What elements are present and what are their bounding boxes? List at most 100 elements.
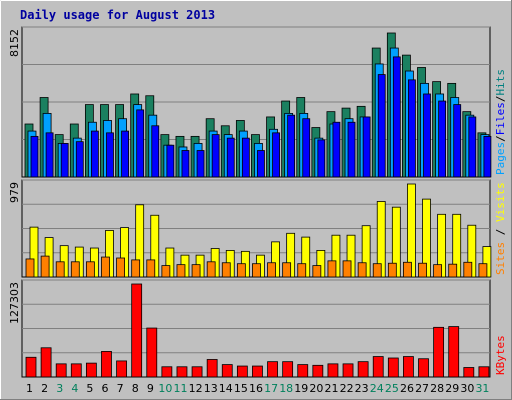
axis-max-label-kbytes: 127303: [8, 282, 21, 324]
legend-entry: Visits: [494, 182, 507, 222]
x-tick-day-16: 16: [249, 382, 263, 395]
bar-kbytes-day-13: [206, 359, 218, 378]
bar-pages-day-24: [377, 74, 386, 178]
bar-kbytes-day-22: [342, 363, 354, 378]
x-tick-day-2: 2: [41, 382, 48, 395]
axis-max-label-visits-sites: 979: [8, 182, 21, 203]
x-tick-day-11: 11: [174, 382, 188, 395]
bar-sites-day-3: [55, 261, 65, 278]
bar-kbytes-day-18: [282, 361, 294, 378]
bar-sites-day-13: [206, 261, 216, 278]
bar-kbytes-day-23: [357, 361, 369, 378]
bar-kbytes-day-27: [418, 358, 429, 378]
x-tick-day-23: 23: [355, 382, 369, 395]
x-tick-day-8: 8: [132, 382, 139, 395]
bar-kbytes-day-15: [236, 365, 248, 378]
x-tick-day-24: 24: [370, 382, 384, 395]
bar-sites-day-28: [433, 264, 443, 278]
bar-kbytes-day-31: [478, 366, 490, 378]
bar-sites-day-25: [387, 262, 397, 278]
bar-pages-day-14: [226, 137, 235, 178]
bar-sites-day-18: [282, 262, 292, 278]
bar-sites-day-15: [236, 263, 246, 278]
bar-pages-day-1: [30, 135, 39, 178]
bar-sites-day-30: [463, 261, 473, 278]
x-tick-day-20: 20: [309, 382, 323, 395]
x-tick-day-26: 26: [400, 382, 414, 395]
legend-entry: Hits: [494, 69, 507, 96]
x-tick-day-31: 31: [475, 382, 489, 395]
bar-pages-day-7: [121, 130, 129, 178]
bar-sites-day-10: [161, 265, 171, 278]
bar-pages-day-17: [272, 132, 280, 178]
bar-pages-day-10: [166, 144, 175, 178]
bar-kbytes-day-4: [70, 363, 82, 378]
chart-title: Daily usage for August 2013: [20, 8, 215, 22]
bar-kbytes-day-26: [403, 356, 414, 378]
bar-sites-day-12: [191, 264, 201, 278]
bar-sites-day-22: [342, 260, 352, 278]
bar-sites-day-19: [297, 263, 307, 278]
bar-pages-day-6: [106, 132, 114, 178]
bar-pages-day-22: [347, 121, 356, 178]
bar-pages-day-4: [75, 141, 84, 178]
bar-kbytes-day-28: [433, 326, 445, 378]
bar-pages-day-3: [60, 143, 69, 178]
bar-pages-day-28: [438, 100, 447, 178]
bar-sites-day-4: [70, 261, 80, 278]
bar-kbytes-day-29: [448, 326, 460, 378]
bar-sites-day-1: [25, 258, 35, 278]
bar-pages-day-11: [181, 150, 190, 178]
bar-sites-day-17: [267, 262, 276, 278]
x-tick-day-29: 29: [445, 382, 459, 395]
bar-pages-day-25: [392, 56, 401, 178]
bar-kbytes-day-11: [176, 366, 188, 378]
legend-entry: Files: [494, 102, 507, 135]
bar-kbytes-day-21: [327, 363, 339, 378]
bar-pages-day-26: [408, 79, 416, 178]
legend-entry: /: [494, 96, 507, 103]
x-tick-day-10: 10: [158, 382, 172, 395]
bar-pages-day-29: [453, 104, 462, 178]
bar-pages-day-13: [211, 134, 220, 178]
bar-sites-day-29: [448, 263, 458, 278]
bar-kbytes-day-2: [40, 347, 52, 378]
bar-kbytes-day-16: [252, 365, 263, 378]
bar-sites-day-5: [85, 261, 95, 278]
bar-kbytes-day-25: [387, 357, 399, 378]
bar-pages-day-8: [136, 109, 145, 178]
x-tick-day-13: 13: [204, 382, 218, 395]
bar-sites-day-23: [357, 262, 367, 278]
bar-kbytes-day-3: [55, 363, 67, 378]
legend-entry: KBytes: [494, 335, 507, 375]
bar-sites-day-27: [418, 262, 427, 278]
bar-sites-day-11: [176, 264, 186, 278]
bar-pages-day-31: [483, 135, 492, 178]
x-tick-day-30: 30: [460, 382, 474, 395]
bar-kbytes-day-6: [101, 351, 112, 378]
bar-pages-day-9: [151, 125, 160, 178]
bar-kbytes-day-5: [85, 362, 97, 378]
bar-kbytes-day-20: [312, 364, 324, 378]
bar-kbytes-day-19: [297, 364, 309, 378]
bar-pages-day-5: [90, 130, 99, 178]
bar-kbytes-day-30: [463, 367, 475, 378]
bar-sites-day-14: [221, 262, 231, 278]
axis-max-label-hits-files-pages: 8152: [8, 29, 21, 57]
x-tick-day-21: 21: [324, 382, 338, 395]
x-tick-day-7: 7: [117, 382, 124, 395]
x-tick-day-5: 5: [86, 382, 93, 395]
bar-kbytes-day-17: [267, 361, 278, 378]
side-legend-hits-files-pages: Pages/Files/Hits: [494, 69, 507, 175]
bar-pages-day-23: [362, 116, 371, 178]
x-tick-day-28: 28: [430, 382, 444, 395]
bar-sites-day-9: [146, 259, 156, 278]
side-legend-visits-sites: Sites / Visits: [494, 182, 507, 275]
x-tick-day-22: 22: [340, 382, 354, 395]
bar-pages-day-20: [317, 139, 326, 178]
bar-sites-day-24: [372, 263, 382, 278]
bar-kbytes-day-14: [221, 364, 233, 378]
bar-sites-day-16: [252, 263, 261, 278]
